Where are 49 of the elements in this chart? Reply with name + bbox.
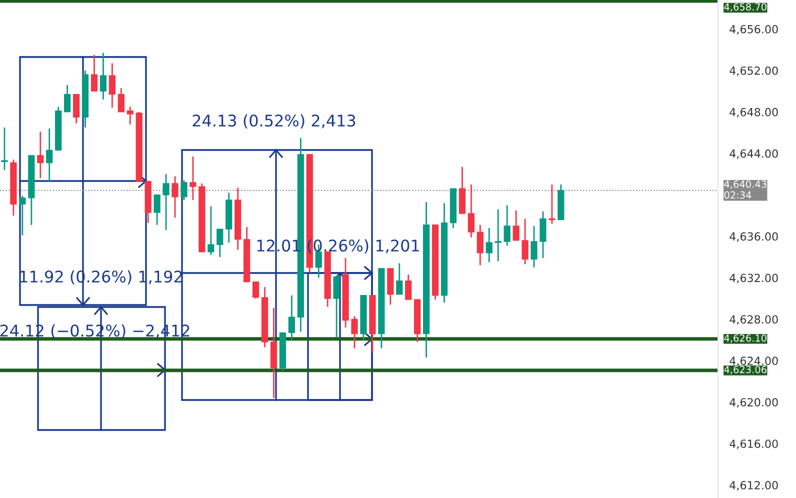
candlestick (64, 84, 71, 113)
candlestick (208, 206, 214, 256)
candlestick (548, 184, 556, 225)
candlestick (216, 228, 224, 258)
y-tick-label: 4,632.00 (730, 274, 778, 284)
candlestick (37, 130, 44, 179)
candlestick (118, 87, 124, 113)
y-tick-label: 4,628.00 (730, 315, 778, 325)
candlestick (396, 262, 403, 296)
y-tick-label: 4,656.00 (730, 24, 778, 35)
ref-line-label: 4,626.10 (724, 334, 766, 343)
candlestick (126, 106, 134, 126)
candlestick (486, 227, 492, 263)
y-tick-label: 4,612.00 (730, 481, 778, 491)
candlestick (351, 315, 358, 349)
ref-line-label: 4,623.06 (724, 366, 766, 374)
candlestick (154, 194, 160, 226)
y-tick-label: 4,620.00 (730, 398, 778, 408)
candlestick (162, 173, 170, 231)
candlestick (476, 224, 484, 266)
candlestick (19, 195, 26, 236)
candlestick (100, 52, 107, 100)
candlestick (1, 126, 8, 171)
candlestick (405, 274, 412, 300)
ref-line-label: 4,640.43 02:34 (724, 180, 766, 199)
candlestick (190, 156, 196, 201)
y-tick-label: 4,644.00 (730, 149, 778, 159)
y-tick-label: 4,652.00 (730, 66, 778, 76)
y-tick-label: 4,636.00 (730, 232, 778, 242)
candlestick (46, 128, 53, 182)
candlestick (252, 281, 260, 300)
candlestick (180, 180, 188, 201)
candlestick (72, 94, 80, 124)
candlestick (90, 54, 98, 92)
y-tick-label: 4,648.00 (730, 108, 778, 118)
ref-line-label: 4,658.70 (724, 3, 766, 12)
candlestick (512, 210, 520, 242)
annotation: 24.13 (0.52%) 2,413 (192, 114, 356, 129)
candlestick (494, 208, 502, 262)
candlestick (172, 175, 178, 218)
candlestick (468, 184, 474, 238)
candlestick (530, 225, 538, 268)
candlestick (504, 204, 510, 246)
candlestick (288, 294, 295, 341)
candlestick (108, 62, 116, 108)
candlestick (522, 218, 528, 265)
y-tick-label: 4,624.00 (730, 356, 778, 366)
y-tick-label: 4,616.00 (730, 440, 778, 450)
candlestick (540, 210, 546, 259)
